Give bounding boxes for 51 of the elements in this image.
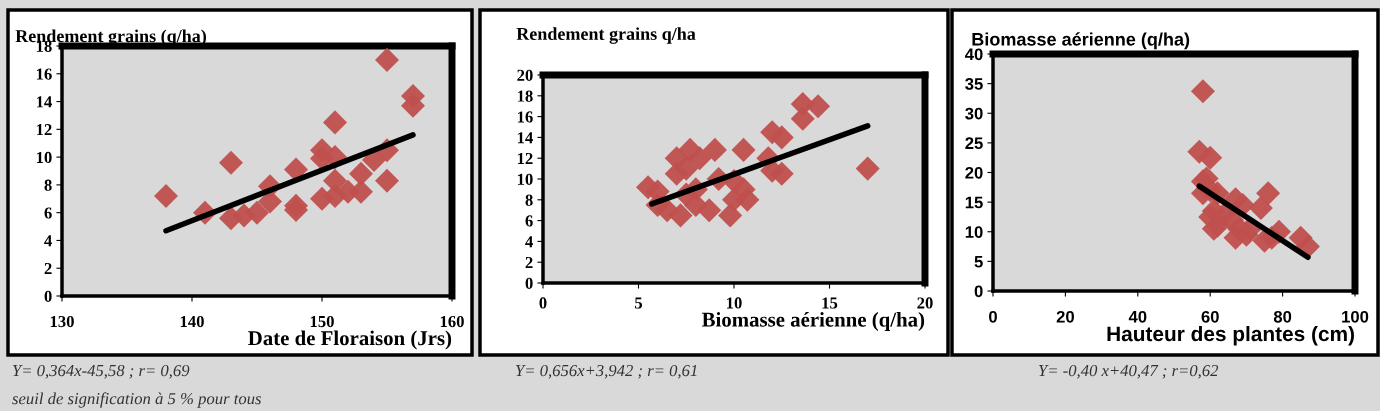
y-tick-label: 20 (517, 69, 533, 81)
y-tick-label: 16 (36, 68, 52, 80)
x-tick-label: 20 (1056, 310, 1074, 323)
x-tick-label: 15 (822, 297, 838, 309)
y-tick-label: 18 (517, 90, 533, 102)
x-tick-label: 0 (989, 310, 997, 323)
y-tick-label: 6 (44, 207, 52, 219)
x-axis-title: Date de Floraison (Jrs) (248, 330, 452, 350)
x-tick-label: 80 (1273, 310, 1292, 323)
y-tick-label: 0 (974, 285, 983, 298)
y-tick-label: 4 (44, 235, 52, 247)
x-tick-label: 5 (635, 297, 643, 309)
y-tick-label: 12 (517, 152, 533, 164)
x-axis-title: Biomasse aérienne (q/ha) (701, 312, 925, 331)
y-tick-label: 10 (36, 151, 52, 164)
y-tick-label: 15 (965, 196, 983, 209)
text: Y= 0,656x+3,942 ; r= 0,61 (515, 364, 697, 379)
y-tick-label: 5 (974, 255, 983, 268)
y-tick-label: 12 (36, 124, 52, 136)
y-tick-label: 10 (517, 173, 533, 185)
y-tick-label: 16 (517, 111, 533, 123)
text: Y= -0,40 x+40,47 ; r=0,62 (1038, 364, 1219, 379)
y-tick-label: 20 (965, 166, 983, 179)
x-axis-title: Hauteur des plantes (cm) (1107, 325, 1354, 346)
x-tick-label: 40 (1128, 310, 1147, 323)
y-tick-label: 25 (965, 137, 983, 150)
x-tick-label: 10 (727, 297, 742, 309)
text: Y= 0,364x-45,58 ; r= 0,69 (12, 364, 190, 379)
y-tick-label: 8 (525, 194, 533, 206)
x-tick-label: 0 (539, 297, 547, 309)
y-tick-label: 8 (44, 179, 52, 191)
x-tick-label: 100 (1342, 310, 1369, 323)
y-tick-label: 40 (964, 48, 983, 61)
x-tick-label: 150 (310, 315, 334, 328)
x-tick-label: 130 (50, 315, 74, 328)
y-tick-label: 2 (525, 256, 533, 268)
y-tick-label: 14 (36, 96, 52, 108)
x-tick-label: 60 (1201, 310, 1219, 323)
x-tick-label: 160 (440, 315, 464, 328)
y-tick-label: 6 (525, 215, 533, 227)
y-tick-label: 0 (525, 277, 533, 289)
x-tick-label: 140 (180, 315, 204, 328)
y-tick-label: 2 (44, 262, 52, 274)
y-tick-label: 10 (965, 226, 983, 238)
y-tick-label: 4 (525, 236, 533, 248)
y-tick-label: 35 (965, 78, 983, 90)
x-tick-label: 20 (917, 297, 933, 309)
y-tick-label: 14 (517, 132, 533, 144)
y-axis-title: Rendement grains q/ha (516, 27, 696, 44)
y-tick-label: 30 (965, 107, 983, 120)
text: seuil de signification à 5 % pour tous (12, 392, 262, 408)
